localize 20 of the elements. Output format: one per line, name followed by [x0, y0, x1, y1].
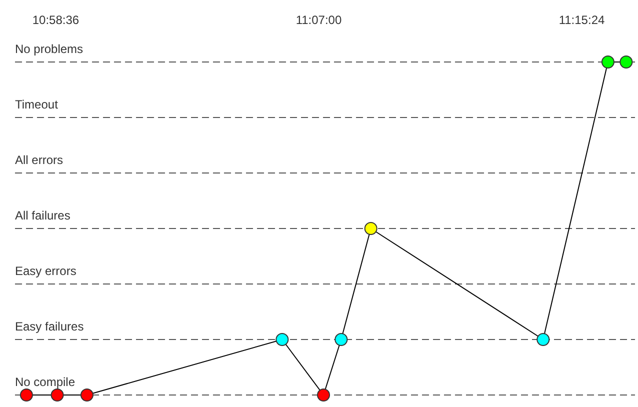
point — [601, 56, 614, 68]
ref-line-label: No problems — [15, 42, 84, 56]
x-tick-label: 11:07:00 — [296, 13, 342, 27]
point — [364, 222, 378, 235]
point — [50, 388, 64, 402]
ref-line-label: Easy errors — [15, 264, 76, 278]
ref-line-label: Timeout — [15, 98, 59, 112]
ref-line-label: All errors — [15, 152, 64, 167]
x-tick-label: 10:58:36 — [32, 13, 80, 27]
point — [276, 332, 289, 346]
point — [80, 388, 94, 402]
ref-line-label: No compile — [15, 375, 76, 389]
x-tick-label: 11:15:24 — [558, 13, 605, 27]
ref-line-label: All failures — [15, 208, 70, 222]
point — [536, 332, 550, 346]
point — [334, 332, 348, 346]
point — [20, 388, 33, 402]
ref-line-label: Easy failures — [15, 319, 84, 334]
point — [620, 56, 633, 68]
point — [316, 388, 330, 402]
